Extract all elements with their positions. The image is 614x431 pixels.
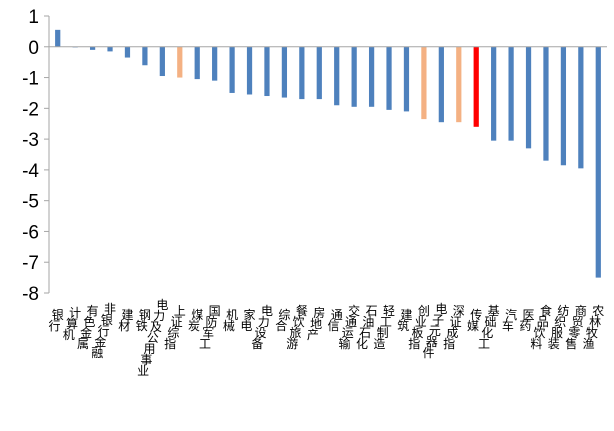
y-tick-label: -2	[22, 99, 39, 120]
x-tick-label-28: 医药	[519, 308, 534, 333]
bar-1	[55, 29, 61, 47]
x-tick-label-2: 计算机	[63, 306, 81, 342]
y-tick-label: -8	[22, 284, 39, 305]
x-tick-label-22: 创业板指	[408, 304, 430, 351]
bar-4	[107, 46, 113, 52]
bar-31	[578, 46, 584, 169]
bar-17	[334, 46, 340, 106]
bar-8	[177, 46, 183, 78]
x-tick-label-7: 电力及公用事业	[137, 298, 168, 378]
x-tick-label-32: 农林牧渔	[583, 304, 605, 351]
x-tick-label-4: 非银行金融	[91, 302, 116, 360]
axes-group	[44, 15, 607, 294]
bar-14	[281, 46, 288, 98]
bar-32	[595, 46, 601, 278]
x-tick-label-14: 综合	[275, 308, 290, 333]
x-tick-label-27: 汽车	[502, 307, 517, 333]
x-tick-label-8: 上证综指	[164, 304, 186, 351]
bar-19	[368, 46, 375, 107]
y-tick-label: 0	[28, 38, 39, 59]
x-tick-label-13: 电力设备	[251, 304, 273, 351]
bar-30	[560, 46, 567, 166]
bar-9	[194, 46, 200, 80]
x-tick-label-29: 食品饮料	[530, 303, 552, 351]
bar-3	[89, 46, 96, 50]
x-tick-label-18: 交通运输	[339, 303, 361, 351]
x-tick-label-15: 餐饮旅游	[286, 303, 308, 351]
x-tick-label-1: 银行	[49, 308, 64, 333]
bar-21	[403, 46, 410, 112]
y-tick-label: -4	[22, 161, 39, 182]
bar-18	[351, 46, 357, 107]
x-tick-label-3: 有色金属	[77, 304, 99, 351]
x-tick-label-12: 家电	[240, 307, 255, 333]
bar-23	[438, 46, 444, 123]
x-tick-label-11: 机械	[223, 308, 238, 333]
bar-6	[142, 46, 148, 66]
bar-29	[543, 46, 549, 161]
bar-22	[421, 46, 427, 120]
x-tick-label-19: 石油石化	[356, 304, 378, 351]
bar-5	[124, 46, 131, 58]
x-tick-label-30: 纺织服装	[548, 304, 570, 351]
x-tick-label-17: 通信	[328, 308, 343, 333]
bar-24	[456, 46, 462, 123]
y-tick-label: -1	[22, 69, 39, 90]
y-tick-label: -5	[22, 192, 39, 213]
bar-12	[246, 46, 253, 95]
bar-25	[473, 46, 479, 127]
y-tick-label: -6	[22, 222, 39, 243]
bar-15	[299, 46, 305, 100]
bar-11	[229, 46, 235, 93]
x-tick-label-26: 基础化工	[478, 304, 500, 351]
x-tick-label-25: 传媒	[467, 307, 482, 333]
x-tick-label-21: 建筑	[397, 308, 412, 333]
bar-10	[212, 46, 218, 81]
bars-group	[55, 29, 601, 278]
x-tick-label-31: 商贸零售	[565, 303, 587, 351]
x-tick-label-10: 国防军工	[199, 304, 221, 351]
x-tick-label-9: 煤炭	[188, 308, 203, 333]
x-tick-label-16: 房地产	[307, 305, 325, 342]
y-tick-label: -7	[22, 253, 39, 274]
bar-20	[386, 46, 392, 110]
bar-28	[525, 46, 532, 149]
x-tick-label-24: 深证成指	[443, 304, 465, 351]
x-tick-label-5: 建材	[118, 308, 133, 333]
bar-16	[316, 46, 322, 100]
bar-27	[508, 46, 514, 141]
y-tick-label: 1	[28, 7, 39, 28]
y-tick-labels: 1 0 -1 -2 -3 -4 -5 -6 -7 -8	[22, 7, 39, 305]
y-tick-label: -3	[22, 130, 39, 151]
bar-7	[159, 46, 165, 77]
x-tick-label-20: 轻工制造	[373, 304, 395, 351]
bar-13	[264, 46, 270, 97]
x-tick-label-23: 电子元器件	[423, 302, 448, 360]
x-tick-label-6: 钢铁	[136, 308, 151, 333]
bar-26	[491, 46, 497, 141]
x-tick-labels: 银行计算机有色金属非银行金融建材钢铁电力及公用事业上证综指煤炭国防军工机械家电电…	[49, 298, 605, 378]
